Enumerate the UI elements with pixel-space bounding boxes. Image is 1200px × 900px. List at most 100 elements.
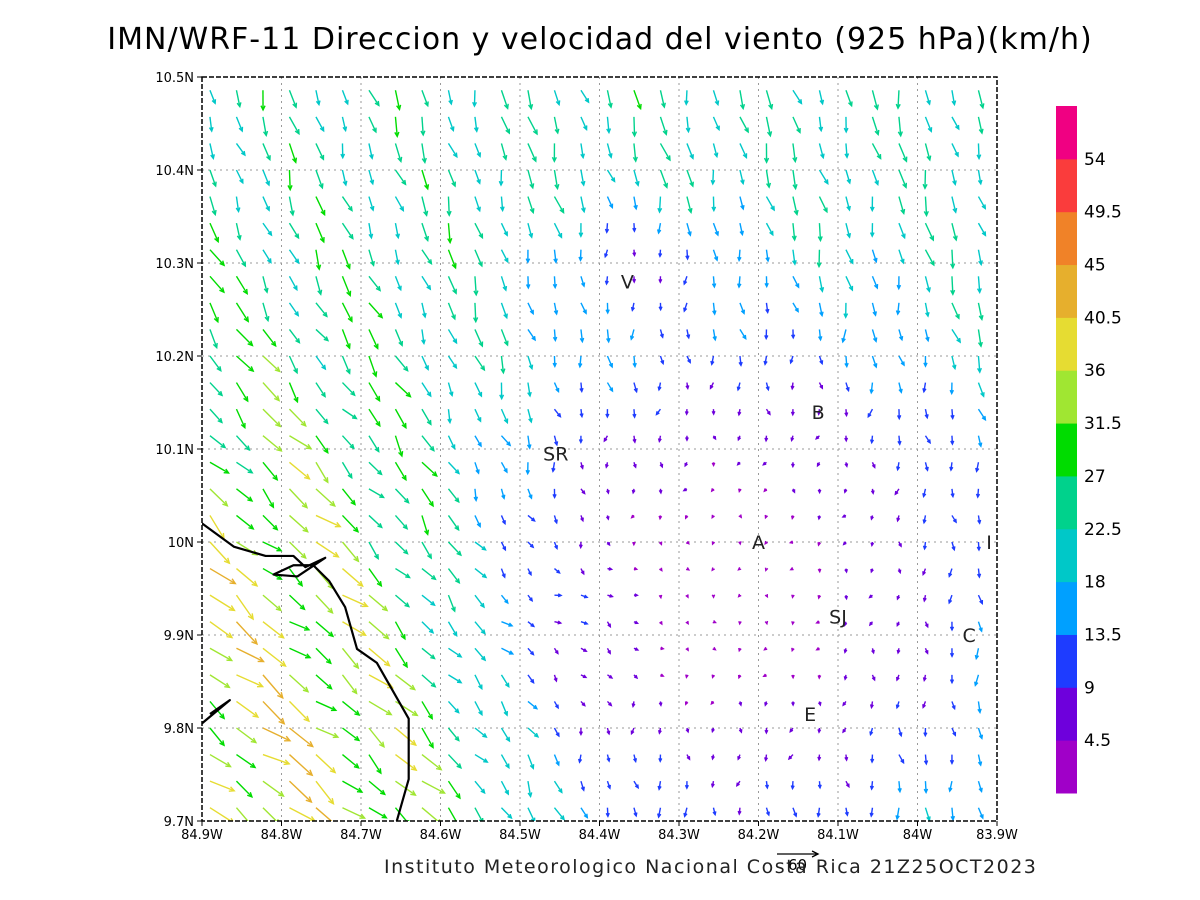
- wind-vector-head: [976, 573, 982, 579]
- wind-vector: [632, 435, 637, 444]
- wind-vector-head: [948, 599, 953, 605]
- wind-vector-shaft: [421, 647, 435, 660]
- wind-vector-shaft: [527, 222, 533, 238]
- wind-vector: [580, 780, 585, 792]
- wind-vector: [871, 169, 879, 187]
- wind-vector-shaft: [792, 143, 796, 162]
- wind-vector: [683, 807, 688, 818]
- wind-vector: [527, 169, 535, 190]
- wind-vector-shaft: [977, 276, 981, 293]
- wind-vector-shaft: [368, 754, 382, 774]
- wind-vector-shaft: [447, 223, 451, 243]
- wind-vector: [630, 302, 635, 312]
- wind-vector-head: [794, 307, 799, 313]
- wind-vector-head: [325, 658, 332, 665]
- wind-vector: [447, 461, 461, 475]
- wind-vector: [209, 249, 226, 267]
- wind-vector-shaft: [474, 329, 483, 347]
- wind-vector-head: [377, 312, 384, 319]
- wind-vector: [845, 382, 850, 393]
- wind-vector-head: [478, 233, 484, 240]
- wind-vector: [262, 727, 292, 742]
- wind-vector-head: [289, 210, 295, 217]
- wind-vector-head: [274, 395, 281, 402]
- wind-vector-shaft: [977, 249, 982, 265]
- wind-vector-shaft: [951, 807, 954, 820]
- wind-vector: [368, 435, 380, 453]
- wind-vector: [764, 540, 768, 546]
- wind-vector-head: [950, 440, 955, 446]
- chart-title: IMN/WRF-11 Direccion y velocidad del vie…: [107, 22, 1093, 57]
- wind-vector-head: [793, 812, 798, 818]
- wind-vector-shaft: [262, 674, 284, 699]
- wind-vector: [815, 435, 820, 440]
- wind-vector-shaft: [606, 329, 610, 342]
- wind-vector-head: [895, 815, 900, 821]
- wind-vector-head: [792, 260, 797, 266]
- wind-vector-head: [377, 522, 383, 529]
- wind-vector: [685, 594, 689, 599]
- wind-vector: [897, 781, 902, 794]
- wind-vector-head: [243, 316, 250, 323]
- wind-vector-shaft: [765, 222, 774, 236]
- wind-vector: [764, 701, 768, 707]
- wind-vector-shaft: [262, 302, 269, 321]
- wind-vector-head: [737, 593, 742, 598]
- wind-vector: [235, 116, 244, 133]
- wind-vector-head: [817, 515, 822, 521]
- wind-vector: [288, 275, 298, 292]
- wind-vector-head: [871, 676, 876, 682]
- wind-vector: [236, 647, 265, 663]
- wind-vector-shaft: [235, 222, 241, 240]
- wind-vector-head: [844, 362, 849, 369]
- x-tick-label: 84W: [903, 828, 933, 843]
- wind-vector-head: [847, 101, 853, 108]
- wind-vector-head: [817, 595, 822, 600]
- wind-vector-shaft: [924, 222, 934, 241]
- wind-vector-shaft: [235, 568, 258, 587]
- wind-vector: [898, 143, 908, 163]
- wind-vector-head: [900, 208, 906, 215]
- wind-vector-head: [580, 570, 585, 576]
- wind-vector-shaft: [209, 567, 236, 585]
- wind-vector: [421, 355, 429, 371]
- wind-vector-head: [710, 360, 715, 366]
- wind-vector-head: [555, 100, 561, 107]
- wind-vector: [394, 807, 410, 821]
- wind-vector-shaft: [262, 382, 280, 401]
- wind-vector: [473, 116, 479, 133]
- wind-vector-head: [276, 546, 283, 552]
- wind-vector-head: [219, 713, 226, 720]
- wind-vector-shaft: [553, 302, 558, 315]
- wind-vector-shaft: [845, 169, 851, 184]
- wind-vector-head: [974, 681, 979, 687]
- wind-vector-shaft: [924, 302, 929, 317]
- wind-vector-head: [278, 791, 285, 798]
- wind-vector-head: [247, 496, 254, 502]
- wind-vector-shaft: [447, 461, 460, 474]
- wind-vector-head: [606, 730, 611, 736]
- wind-vector: [262, 541, 283, 552]
- wind-vector: [288, 355, 298, 375]
- wind-vector-head: [976, 546, 981, 552]
- wind-vector-head: [844, 437, 849, 443]
- wind-vector-head: [817, 675, 822, 680]
- wind-vector-shaft: [553, 807, 565, 820]
- wind-vector-shaft: [394, 223, 399, 238]
- wind-vector: [975, 462, 980, 473]
- wind-vector: [262, 753, 291, 766]
- wind-vector-head: [294, 233, 300, 240]
- wind-vector-head: [869, 704, 874, 710]
- wind-vector-head: [737, 756, 741, 761]
- wind-vector: [262, 249, 272, 264]
- wind-vector-head: [478, 261, 483, 268]
- wind-vector-head: [478, 341, 484, 348]
- wind-vector-head: [736, 461, 741, 466]
- wind-vector: [553, 222, 563, 239]
- wind-vector-head: [922, 677, 927, 682]
- wind-vector-head: [658, 758, 663, 763]
- wind-vector-head: [508, 622, 514, 627]
- wind-vector-shaft: [977, 382, 985, 397]
- wind-vector-head: [924, 650, 929, 655]
- wind-vector: [659, 462, 664, 469]
